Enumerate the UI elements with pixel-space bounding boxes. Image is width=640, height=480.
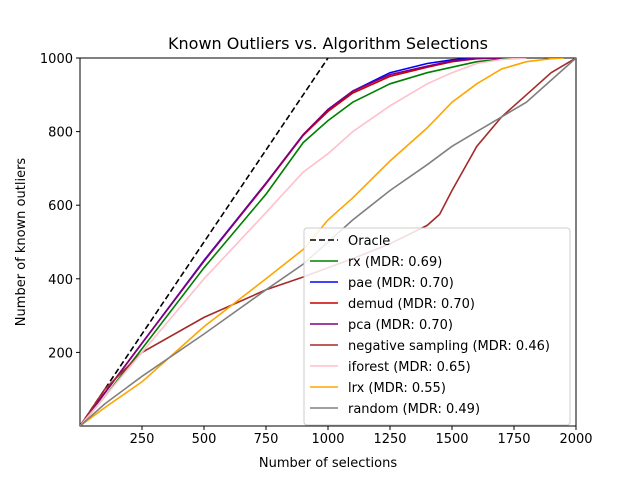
y-tick-label-4: 1000 — [40, 52, 73, 67]
series-line-0 — [80, 58, 329, 426]
y-tick-label-2: 600 — [48, 199, 73, 214]
legend-label-1: rx (MDR: 0.69) — [348, 255, 442, 270]
series-line-8 — [80, 58, 576, 426]
legend: Oracle rx (MDR: 0.69) pae (MDR: 0.70) demud… — [303, 227, 571, 426]
x-tick-label-4: 1250 — [373, 432, 406, 447]
x-tick-label-7: 2000 — [559, 432, 592, 447]
x-tick-label-0: 250 — [130, 432, 155, 447]
x-tick-label-2: 750 — [254, 432, 279, 447]
legend-box — [303, 227, 571, 426]
chart-title: Known Outliers vs. Algorithm Selections — [168, 34, 488, 53]
y-axis-label: Number of known outliers — [14, 158, 29, 327]
legend-label-2: pae (MDR: 0.70) — [348, 276, 454, 291]
y-tick-label-3: 800 — [48, 126, 73, 141]
series-line-1 — [80, 58, 527, 426]
legend-label-6: iforest (MDR: 0.65) — [348, 360, 471, 375]
legend-label-4: pca (MDR: 0.70) — [348, 318, 453, 333]
x-axis-ticks: 250 500 750 1000 1250 1500 1750 2000 — [130, 426, 593, 447]
x-tick-label-5: 1500 — [435, 432, 468, 447]
x-tick-label-3: 1000 — [311, 432, 344, 447]
legend-label-7: lrx (MDR: 0.55) — [348, 381, 446, 396]
legend-label-3: demud (MDR: 0.70) — [348, 297, 475, 312]
x-tick-label-1: 500 — [192, 432, 217, 447]
legend-label-8: random (MDR: 0.49) — [348, 402, 480, 417]
y-tick-label-0: 200 — [48, 346, 73, 361]
x-tick-label-6: 1750 — [497, 432, 530, 447]
series-line-6 — [80, 58, 527, 426]
legend-label-5: negative sampling (MDR: 0.46) — [348, 339, 550, 354]
series-line-4 — [80, 58, 502, 426]
x-axis-label: Number of selections — [259, 456, 397, 471]
y-axis-ticks: 200 400 600 800 1000 — [40, 52, 80, 361]
y-tick-label-1: 400 — [48, 273, 73, 288]
legend-label-0: Oracle — [348, 234, 390, 249]
